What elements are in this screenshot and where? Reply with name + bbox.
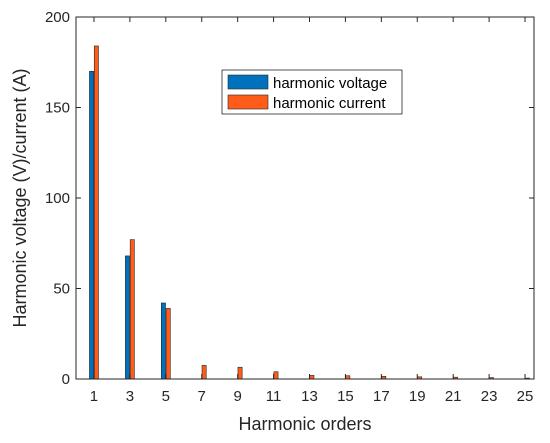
- bar-harmonic-current-order-1: [93, 45, 99, 380]
- bar-harmonic-current-order-9: [237, 366, 243, 380]
- legend-swatch-harmonic-voltage: [227, 74, 269, 90]
- bars-layer: [89, 45, 530, 380]
- x-tick-label: 1: [90, 388, 98, 405]
- y-axis-label: Harmonic voltage (V)/current (A): [10, 68, 30, 327]
- x-tick-label: 9: [233, 388, 241, 405]
- bar-harmonic-current-order-5: [165, 308, 171, 380]
- legend-label-harmonic-voltage: harmonic voltage: [273, 75, 387, 92]
- bar-harmonic-voltage-order-5: [161, 302, 166, 380]
- bar-harmonic-current-order-7: [201, 365, 207, 380]
- x-tick-label: 11: [266, 388, 282, 405]
- y-tick-label: 200: [45, 9, 70, 26]
- x-tick-label: 13: [301, 388, 318, 405]
- bar-harmonic-voltage-order-1: [89, 71, 94, 380]
- x-tick-label: 15: [337, 388, 354, 405]
- x-tick-label: 17: [373, 388, 390, 405]
- bar-harmonic-current-order-11: [273, 371, 279, 380]
- legend-swatch-harmonic-current: [227, 94, 269, 110]
- x-axis-ticks: 1 3 5 7 9 11 13 15 17 19 21 23 25: [90, 17, 534, 405]
- y-axis-ticks: 0 50 100 150 200: [45, 9, 534, 388]
- bar-harmonic-voltage-order-3: [125, 255, 130, 380]
- x-tick-label: 25: [517, 388, 534, 405]
- legend-label-harmonic-current: harmonic current: [273, 95, 386, 112]
- legend: harmonic voltage harmonic current: [221, 69, 403, 115]
- x-axis-label: Harmonic orders: [238, 414, 371, 434]
- x-tick-label: 5: [162, 388, 170, 405]
- x-tick-label: 19: [409, 388, 426, 405]
- y-tick-label: 100: [45, 190, 70, 207]
- y-tick-label: 150: [45, 100, 70, 117]
- bar-harmonic-current-order-13: [309, 375, 315, 380]
- x-tick-label: 21: [445, 388, 462, 405]
- y-tick-label: 50: [53, 281, 70, 298]
- x-tick-label: 3: [126, 388, 134, 405]
- bar-harmonic-current-order-3: [129, 239, 135, 380]
- y-tick-label: 0: [62, 371, 70, 388]
- x-tick-label: 7: [198, 388, 206, 405]
- x-tick-label: 23: [481, 388, 498, 405]
